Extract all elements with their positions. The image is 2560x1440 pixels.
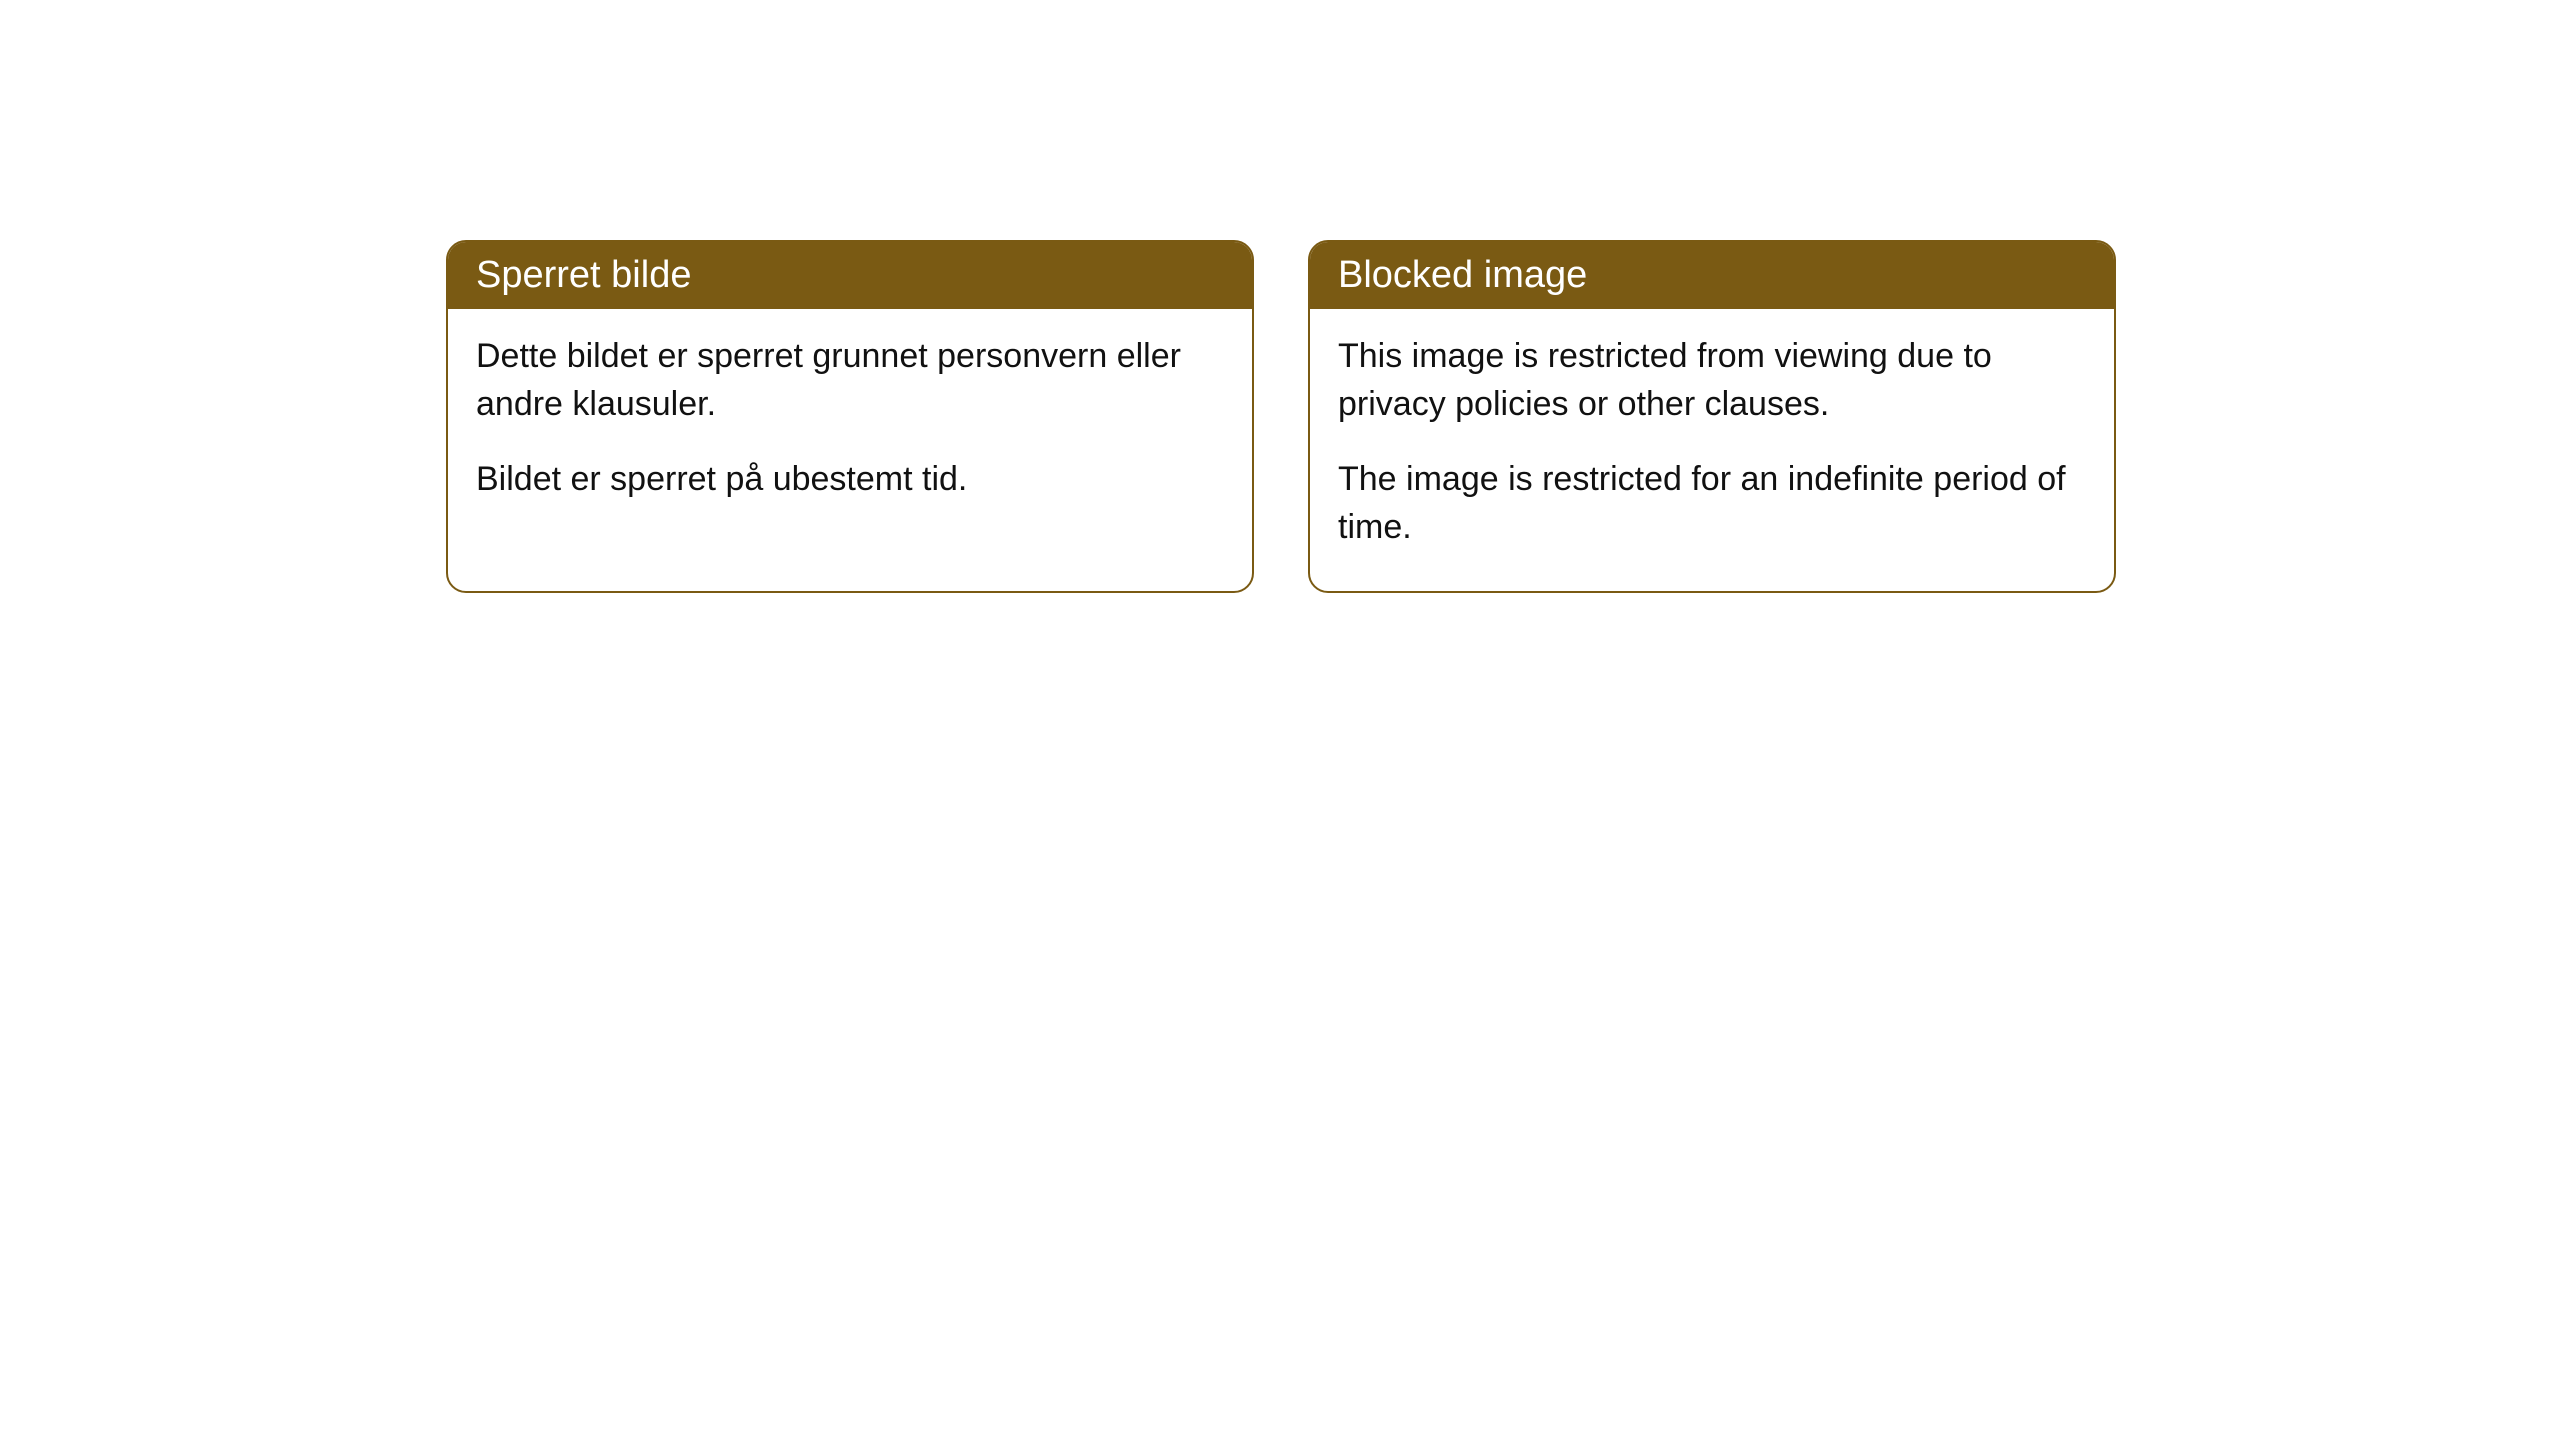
blocked-image-card-no: Sperret bilde Dette bildet er sperret gr… — [446, 240, 1254, 593]
card-body: This image is restricted from viewing du… — [1310, 309, 2114, 591]
card-header: Blocked image — [1310, 242, 2114, 309]
card-paragraph: This image is restricted from viewing du… — [1338, 333, 2086, 428]
card-paragraph: The image is restricted for an indefinit… — [1338, 456, 2086, 551]
card-paragraph: Dette bildet er sperret grunnet personve… — [476, 333, 1224, 428]
blocked-image-card-en: Blocked image This image is restricted f… — [1308, 240, 2116, 593]
card-title: Blocked image — [1338, 254, 1587, 296]
cards-container: Sperret bilde Dette bildet er sperret gr… — [0, 0, 2560, 593]
card-header: Sperret bilde — [448, 242, 1252, 309]
card-paragraph: Bildet er sperret på ubestemt tid. — [476, 456, 1224, 504]
card-body: Dette bildet er sperret grunnet personve… — [448, 309, 1252, 544]
card-title: Sperret bilde — [476, 254, 691, 296]
